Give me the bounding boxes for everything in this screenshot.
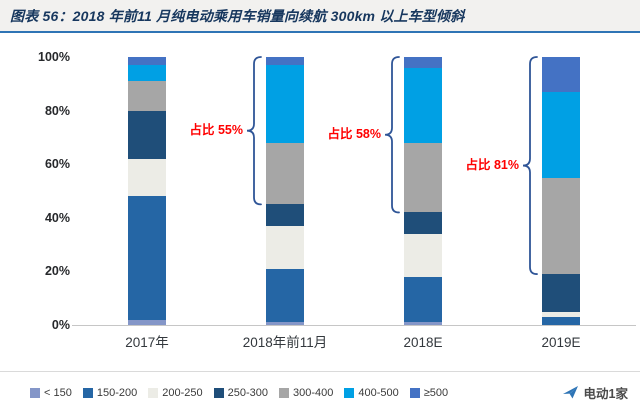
bar-segment <box>128 158 166 197</box>
legend-item: 150-200 <box>82 386 138 399</box>
brand-name: 电动1家 <box>583 387 628 401</box>
y-tick-label: 80% <box>44 103 70 118</box>
bar-segment <box>266 142 304 205</box>
bar-segment <box>128 196 166 320</box>
x-axis-line <box>72 325 636 326</box>
share-annotation: 占比 81% <box>465 157 520 172</box>
stacked-bar <box>128 57 166 325</box>
brace <box>384 56 400 214</box>
bar-segment <box>542 91 580 178</box>
x-category-label: 2018年前11月 <box>242 335 328 350</box>
chart-title: 图表 56：2018 年前11 月纯电动乘用车销量向续航 300km 以上车型倾… <box>10 7 465 24</box>
legend-item: < 150 <box>30 387 72 399</box>
bar-segment <box>542 57 580 92</box>
share-annotation: 占比 58% <box>327 126 382 141</box>
legend-swatch <box>409 387 420 398</box>
legend-item: ≥500 <box>409 386 449 399</box>
legend-item: 400-500 <box>344 386 399 399</box>
legend-label: ≥500 <box>423 386 449 399</box>
y-tick-label: 0% <box>51 318 70 332</box>
x-category-label: 2019E <box>541 335 581 350</box>
bar-segment <box>128 57 166 66</box>
bar-segment <box>404 142 442 213</box>
bar-segment <box>542 274 580 312</box>
brand: 电动1家 <box>562 383 628 402</box>
stacked-bar <box>404 57 442 325</box>
y-tick-label: 100% <box>38 50 70 64</box>
bar-segment <box>266 322 304 325</box>
bar-segment <box>266 225 304 269</box>
legend-label: 400-500 <box>358 386 399 399</box>
bar-segment <box>404 233 442 277</box>
legend-swatch <box>344 387 355 398</box>
bar-segment <box>266 204 304 226</box>
brace <box>246 56 262 206</box>
bar-segment <box>404 57 442 68</box>
stacked-bar <box>266 57 304 325</box>
legend-label: 300-400 <box>292 386 334 399</box>
bar-segment <box>128 110 166 159</box>
bar-segment <box>542 316 580 325</box>
legend-label: 250-300 <box>227 386 268 399</box>
y-tick-label: 40% <box>44 210 70 225</box>
legend-swatch <box>82 387 93 398</box>
legend: < 150 150-200 200-250 250-300 300-400 400-500… <box>30 387 448 399</box>
brace <box>522 56 538 275</box>
chart-header: 图表 56：2018 年前11 月纯电动乘用车销量向续航 300km 以上车型倾… <box>0 0 640 33</box>
bar-segment <box>542 311 580 317</box>
bar-segment <box>404 276 442 323</box>
stacked-bar <box>542 57 580 325</box>
bar-segment <box>404 67 442 143</box>
bar-segment <box>128 319 166 325</box>
footer: < 150 150-200 200-250 250-300 300-400 400-500… <box>0 371 640 413</box>
legend-swatch <box>278 387 289 398</box>
brand-logo-icon <box>562 386 578 399</box>
bar-segment <box>404 322 442 325</box>
share-annotation: 占比 55% <box>189 122 244 137</box>
legend-swatch <box>213 387 224 398</box>
bar-segment <box>542 177 580 275</box>
legend-label: 200-250 <box>162 386 203 399</box>
y-tick-label: 60% <box>44 157 70 172</box>
x-category-label: 2018E <box>403 335 443 350</box>
y-tick-label: 20% <box>44 264 70 279</box>
bar-segment <box>266 268 304 323</box>
bar-segment <box>266 65 304 143</box>
legend-item: 200-250 <box>148 386 203 399</box>
legend-swatch <box>148 387 159 398</box>
legend-item: 300-400 <box>278 386 334 399</box>
legend-label: < 150 <box>44 386 72 399</box>
legend-item: 250-300 <box>213 386 268 399</box>
x-category-label: 2017年 <box>125 335 169 350</box>
legend-swatch <box>30 387 40 398</box>
bar-segment <box>266 57 304 66</box>
legend-label: 150-200 <box>96 386 138 399</box>
bar-segment <box>128 81 166 111</box>
chart-area: 0% 20% 40% 60% 80% 100% 2017年 2018年前11月 2018E 201… <box>0 35 640 371</box>
bar-segment <box>128 65 166 82</box>
bar-segment <box>404 212 442 234</box>
